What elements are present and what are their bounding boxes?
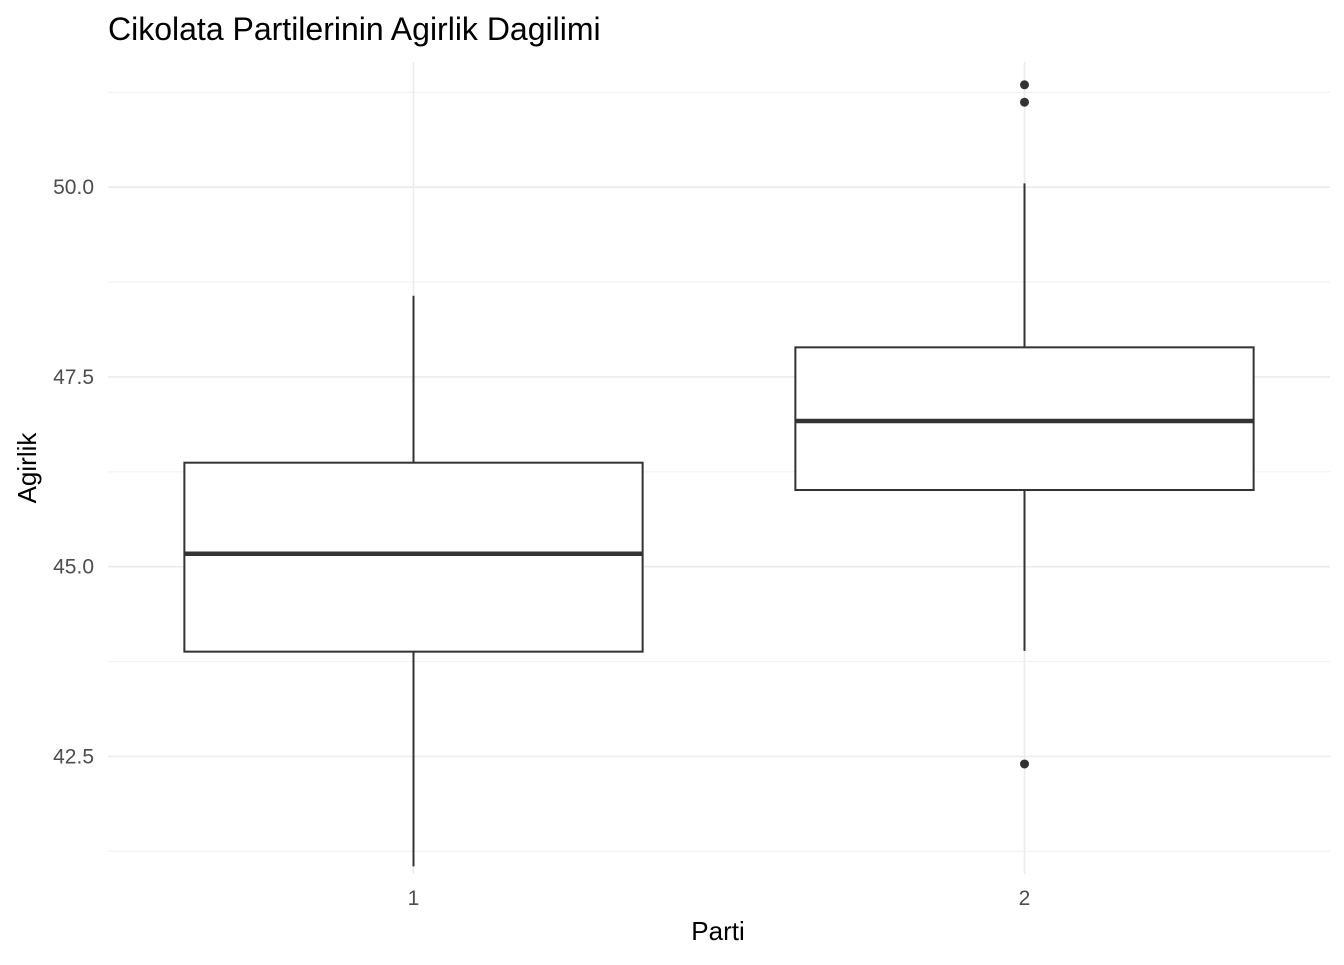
tick-layer: 42.5 45.0 47.5 50.0 1 2 <box>53 176 1030 910</box>
box-iqr <box>794 346 1255 492</box>
x-tick-label: 1 <box>408 887 420 910</box>
y-tick-label: 47.5 <box>53 366 94 389</box>
outlier-point <box>1020 97 1029 107</box>
y-tick-label: 42.5 <box>53 745 94 768</box>
y-tick-label: 45.0 <box>53 556 94 579</box>
y-tick-label: 50.0 <box>53 176 94 199</box>
box-layer <box>183 80 1255 867</box>
outlier-point <box>1020 80 1029 90</box>
x-axis-title: Parti <box>691 916 744 946</box>
outlier-point <box>1020 759 1029 769</box>
chart-title: Cikolata Partilerinin Agirlik Dagilimi <box>108 11 601 47</box>
x-tick-label: 2 <box>1019 887 1031 910</box>
y-axis-title: Agirlik <box>12 432 42 504</box>
box-iqr <box>183 461 644 653</box>
